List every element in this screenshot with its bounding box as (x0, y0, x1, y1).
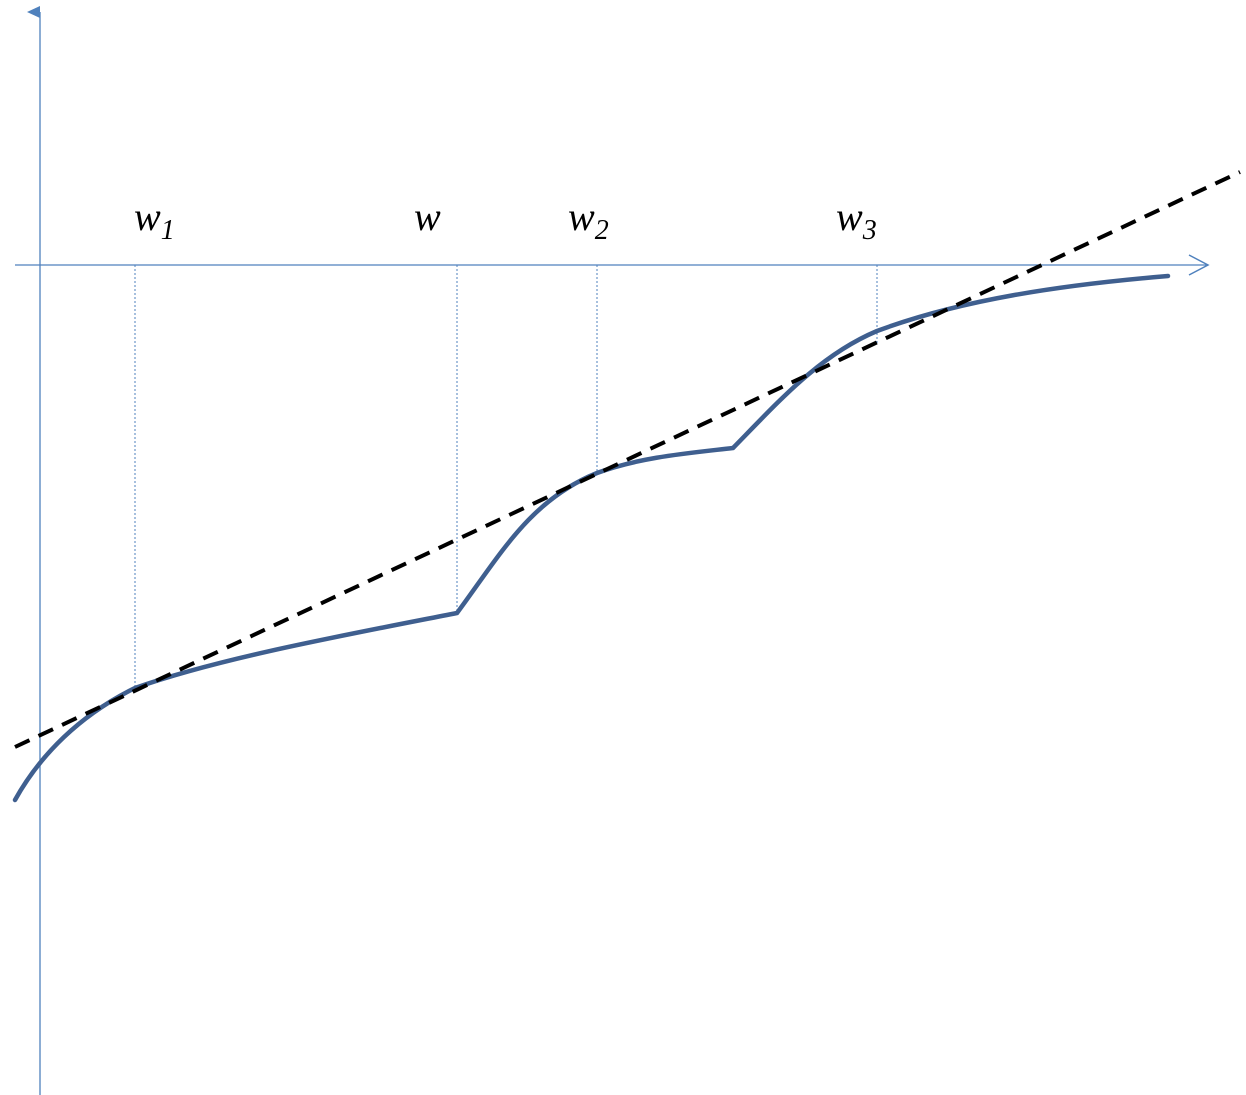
label-w2: w2 (568, 194, 609, 246)
function-curve (12, 273, 1171, 803)
dashed-supporting-line (14, 170, 1241, 749)
label-w3: w3 (836, 194, 877, 246)
label-w1: w1 (134, 194, 175, 246)
label-w: w (414, 194, 441, 239)
